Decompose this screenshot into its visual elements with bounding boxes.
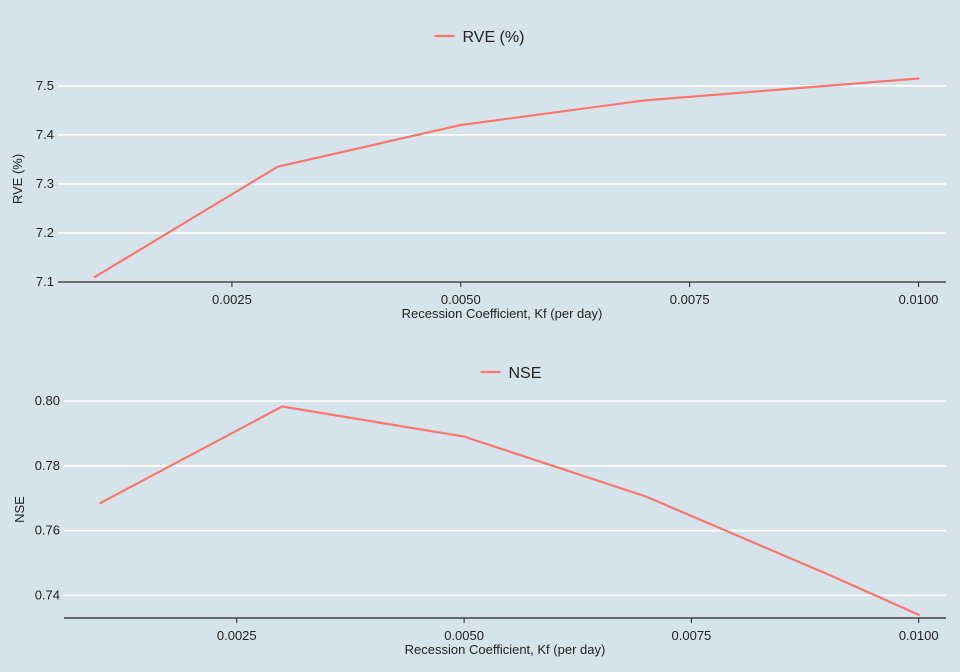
y-tick-label: 7.1 bbox=[36, 274, 54, 289]
y-tick-label: 7.4 bbox=[36, 127, 54, 142]
series-line-nse bbox=[99, 405, 920, 616]
y-tick-label: 7.5 bbox=[36, 78, 54, 93]
y-tick-label: 0.76 bbox=[35, 523, 60, 538]
x-tick-label: 0.0100 bbox=[899, 292, 939, 307]
y-axis-title: NSE bbox=[12, 496, 27, 523]
y-tick-label: 7.2 bbox=[36, 225, 54, 240]
x-tick-label: 0.0025 bbox=[217, 628, 257, 643]
x-tick-label: 0.0075 bbox=[670, 292, 710, 307]
x-tick-label: 0.0050 bbox=[444, 628, 484, 643]
legend-label: RVE (%) bbox=[463, 29, 525, 46]
y-tick-label: 7.3 bbox=[36, 176, 54, 191]
y-tick-label: 0.80 bbox=[35, 393, 60, 408]
x-tick-label: 0.0075 bbox=[672, 628, 712, 643]
x-tick-label: 0.0050 bbox=[441, 292, 481, 307]
legend: RVE (%) bbox=[434, 29, 525, 46]
x-tick-label: 0.0025 bbox=[212, 292, 252, 307]
x-tick-label: 0.0100 bbox=[899, 628, 939, 643]
series-line-rve bbox=[93, 77, 920, 279]
chart-panel-2: 0.74 0.76 0.78 0.80 0.0025 0.0050 0.0075 0.0100… bbox=[12, 365, 946, 657]
y-tick-label: 0.78 bbox=[35, 458, 60, 473]
x-axis-title: Recession Coefficient, Kf (per day) bbox=[402, 306, 603, 321]
y-axis-title: RVE (%) bbox=[10, 154, 25, 204]
x-axis-title: Recession Coefficient, Kf (per day) bbox=[405, 642, 606, 657]
legend: NSE bbox=[480, 365, 542, 382]
y-tick-label: 0.74 bbox=[35, 587, 60, 602]
chart-panel-1: 7.1 7.2 7.3 7.4 7.5 0.0025 0.0050 0.0075 0.0100 R… bbox=[10, 29, 946, 321]
legend-label: NSE bbox=[509, 365, 542, 382]
